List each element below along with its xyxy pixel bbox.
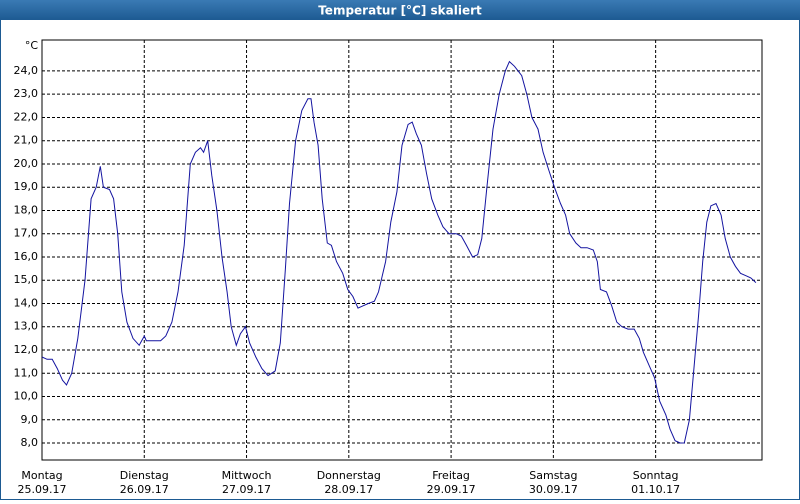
x-tick-date: 26.09.17 bbox=[120, 483, 169, 496]
y-unit: °C bbox=[25, 39, 39, 52]
y-tick-label: 18,0 bbox=[14, 203, 39, 216]
x-tick-label: Montag bbox=[21, 469, 62, 482]
y-tick-label: 22,0 bbox=[14, 110, 39, 123]
x-tick-label: Freitag bbox=[432, 469, 470, 482]
title-bar bbox=[0, 0, 800, 20]
y-tick-label: 8,0 bbox=[21, 436, 39, 449]
plot-area bbox=[41, 39, 763, 461]
y-tick-label: 15,0 bbox=[14, 273, 39, 286]
x-tick-date: 25.09.17 bbox=[18, 483, 67, 496]
x-tick-label: Mittwoch bbox=[222, 469, 272, 482]
x-tick-date: 30.09.17 bbox=[529, 483, 578, 496]
chart-title: Temperatur [°C] skaliert bbox=[318, 4, 482, 18]
y-tick-label: 19,0 bbox=[14, 180, 39, 193]
y-tick-label: 13,0 bbox=[14, 320, 39, 333]
y-tick-label: 9,0 bbox=[21, 413, 39, 426]
y-tick-label: 24,0 bbox=[14, 64, 39, 77]
y-tick-label: 23,0 bbox=[14, 87, 39, 100]
x-tick-label: Sonntag bbox=[633, 469, 679, 482]
temperature-line bbox=[41, 60, 757, 444]
y-tick-label: 16,0 bbox=[14, 250, 39, 263]
x-tick-label: Dienstag bbox=[120, 469, 169, 482]
y-tick-label: 14,0 bbox=[14, 296, 39, 309]
y-tick-label: 20,0 bbox=[14, 157, 39, 170]
x-tick-date: 01.10.17 bbox=[631, 483, 680, 496]
x-tick-date: 29.09.17 bbox=[427, 483, 476, 496]
x-tick-label: Donnerstag bbox=[317, 469, 381, 482]
y-tick-label: 11,0 bbox=[14, 366, 39, 379]
x-tick-date: 28.09.17 bbox=[324, 483, 373, 496]
x-tick-label: Samstag bbox=[529, 469, 577, 482]
y-tick-label: 17,0 bbox=[14, 227, 39, 240]
y-tick-label: 10,0 bbox=[14, 390, 39, 403]
y-tick-label: 21,0 bbox=[14, 134, 39, 147]
y-tick-label: 12,0 bbox=[14, 343, 39, 356]
x-tick-date: 27.09.17 bbox=[222, 483, 271, 496]
